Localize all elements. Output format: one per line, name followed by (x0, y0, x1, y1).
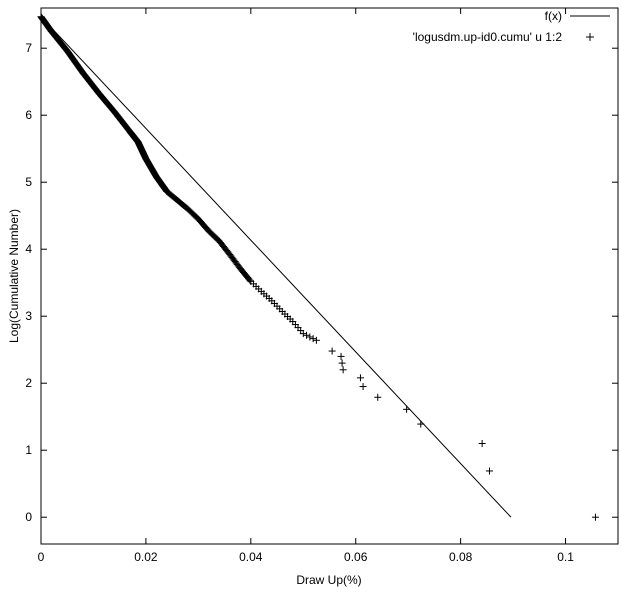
y-axis-label: Log(Cumulative Number) (7, 209, 21, 343)
data-point-2 (337, 352, 345, 360)
x-tick-label: 0 (38, 550, 45, 564)
data-point-dense-362 (306, 333, 314, 341)
x-tick-label: 0.04 (239, 550, 263, 564)
data-point-11 (485, 467, 493, 475)
x-tick-label: 0.06 (344, 550, 368, 564)
data-point-9 (417, 420, 425, 428)
legend-swatch-data (586, 33, 594, 41)
legend: f(x) 'logusdm.up-id0.cumu' u 1:2 (413, 9, 610, 44)
ticks-layer: 0 0.02 0.04 0.06 0.08 0.1 0 1 2 3 4 5 6 7 (25, 8, 618, 564)
y-tick-label: 4 (25, 242, 32, 256)
data-point-6 (359, 383, 367, 391)
y-tick-label: 0 (25, 510, 32, 524)
y-tick-label: 3 (25, 309, 32, 323)
plot-frame (40, 7, 619, 545)
x-axis-label: Draw Up(%) (296, 573, 361, 587)
points-layer (37, 13, 599, 521)
data-point-dense-339 (246, 276, 254, 284)
data-point-5 (356, 374, 364, 382)
data-point-10 (478, 440, 486, 447)
data-point-dense-360 (299, 330, 307, 338)
x-tick-label: 0.1 (557, 550, 574, 564)
data-point-1 (328, 347, 336, 355)
legend-label-fx: f(x) (545, 9, 562, 23)
y-tick-label: 2 (25, 376, 32, 390)
series-layer (40, 16, 512, 518)
y-tick-label: 7 (25, 41, 32, 55)
y-tick-label: 6 (25, 108, 32, 122)
data-point-7 (374, 393, 382, 401)
y-tick-label: 1 (25, 443, 32, 457)
x-tick-label: 0.08 (449, 550, 473, 564)
data-point-4 (339, 366, 347, 374)
legend-label-data: 'logusdm.up-id0.cumu' u 1:2 (413, 30, 563, 44)
series-line-fx (40, 16, 512, 518)
data-point-0 (312, 336, 320, 344)
data-point-dense-361 (303, 331, 311, 339)
y-tick-label: 5 (25, 175, 32, 189)
data-point-dense-363 (309, 335, 317, 343)
x-tick-label: 0.02 (134, 550, 158, 564)
data-point-12 (591, 513, 599, 521)
data-point-3 (338, 359, 346, 367)
data-point-8 (403, 405, 411, 413)
